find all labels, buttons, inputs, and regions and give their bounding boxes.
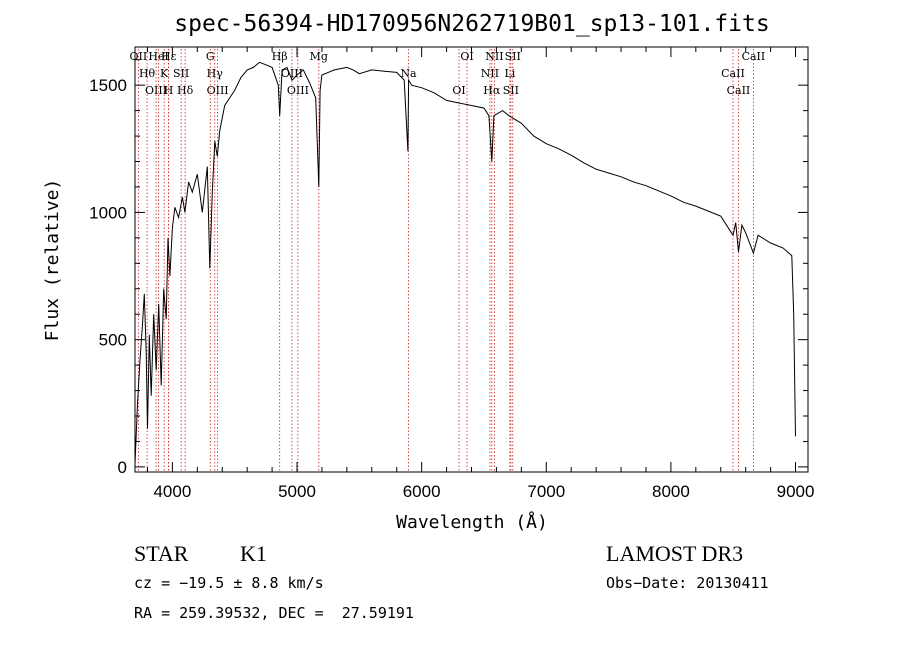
plot-frame (134, 46, 809, 473)
redshift-cz: cz = −19.5 ± 8.8 km/s (134, 574, 324, 592)
line-marker-label: Hθ (139, 67, 156, 80)
x-tick-label: 7000 (527, 482, 565, 501)
y-tick-label: 1000 (89, 203, 127, 222)
line-marker-label: NII (481, 67, 499, 80)
x-tick-label: 8000 (652, 482, 690, 501)
chart-title: spec-56394-HD170956N262719B01_sp13-101.f… (174, 11, 769, 37)
line-marker-label: OIII (287, 84, 309, 97)
coordinates: RA = 259.39532, DEC = 27.59191 (134, 604, 414, 622)
line-marker-label: OIII (207, 84, 229, 97)
emission-line-markers (137, 49, 754, 472)
line-marker-label: OI (452, 84, 465, 97)
x-tick-label: 6000 (403, 482, 441, 501)
line-marker-label: SII (173, 67, 189, 80)
spectrum-series-line (134, 61, 796, 465)
y-axis-ticks: 0 500 1000 1500 (89, 59, 808, 477)
line-marker-label: Hγ (207, 67, 224, 80)
object-subclass: K1 (240, 541, 267, 566)
line-marker-label: Hδ (177, 84, 194, 97)
line-marker-label: Hε (161, 50, 177, 63)
line-marker-label: Hβ (272, 50, 288, 63)
line-marker-label: OIII (145, 84, 167, 97)
line-marker-label: G (206, 50, 215, 63)
line-marker-label: Mg (310, 50, 328, 63)
line-marker-label: OII (130, 50, 148, 63)
x-tick-label: 9000 (777, 482, 815, 501)
line-marker-label: HeI (148, 50, 168, 63)
line-marker-label: SII (503, 84, 519, 97)
emission-line-labels: OII Hθ OIII HeI KH Hε SII Hδ G Hγ OIII Hβ OIII OIII Mg… (130, 50, 766, 97)
line-marker-label: OIII (281, 67, 303, 80)
x-axis-label: Wavelength (Å) (396, 511, 548, 533)
line-marker-label: Li (504, 67, 515, 80)
line-marker-label: NII (485, 50, 503, 63)
line-marker-label: OI (460, 50, 473, 63)
y-tick-label: 1500 (89, 76, 127, 95)
line-marker-label: H (164, 84, 174, 97)
survey-name: LAMOST DR3 (606, 541, 744, 566)
line-marker-label: CaII (721, 67, 745, 80)
line-marker-label: Na (400, 67, 417, 80)
y-tick-label: 0 (118, 458, 127, 477)
y-tick-label: 500 (99, 331, 127, 350)
observation-date: Obs−Date: 20130411 (606, 574, 769, 592)
line-marker-label: SII (505, 50, 521, 63)
line-marker-label: Hα (483, 84, 501, 97)
x-tick-label: 5000 (278, 482, 316, 501)
line-marker-label: CaII (742, 50, 766, 63)
x-axis-ticks: 4000 5000 6000 7000 8000 9000 (146, 47, 815, 501)
line-marker-label: CaII (727, 84, 751, 97)
object-class: STAR (134, 541, 189, 566)
line-marker-label: K (160, 67, 169, 80)
x-tick-label: 4000 (153, 482, 191, 501)
y-axis-label: Flux (relative) (42, 179, 63, 342)
